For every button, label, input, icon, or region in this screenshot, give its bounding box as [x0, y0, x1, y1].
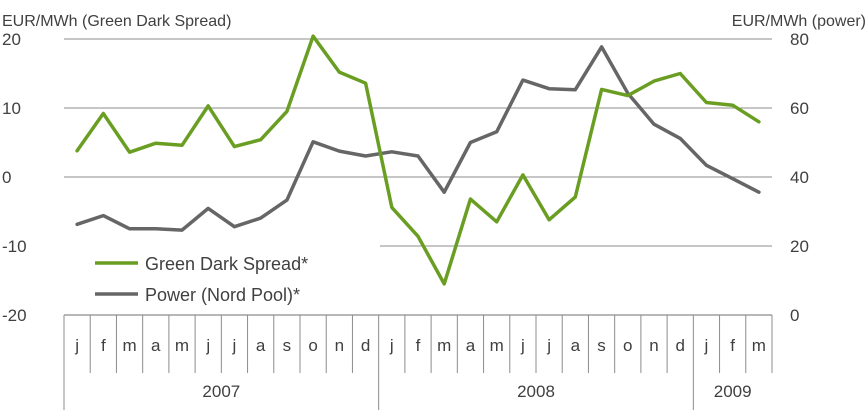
- month-tick-label: n: [335, 336, 344, 355]
- right-tick-label: 0: [790, 306, 799, 325]
- left-tick-label: 20: [2, 30, 21, 49]
- month-tick-label: s: [597, 336, 606, 355]
- right-tick-label: 40: [790, 168, 809, 187]
- right-tick-label: 60: [790, 99, 809, 118]
- month-tick-label: d: [675, 336, 684, 355]
- year-label: 2009: [714, 382, 752, 401]
- right-tick-label: 80: [790, 30, 809, 49]
- month-tick-label: m: [122, 336, 136, 355]
- month-tick-label: m: [490, 336, 504, 355]
- month-tick-label: f: [416, 336, 421, 355]
- month-tick-label: m: [175, 336, 189, 355]
- legend-label-power-nord-pool: Power (Nord Pool)*: [145, 285, 300, 305]
- month-tick-label: j: [704, 336, 709, 355]
- left-tick-label: -20: [2, 306, 27, 325]
- month-tick-label: j: [546, 336, 551, 355]
- series-layer: [75, 34, 761, 286]
- month-tick-label: a: [151, 336, 161, 355]
- right-axis-ticks: 80 60 40 20 0: [790, 30, 809, 325]
- right-axis-title: EUR/MWh (power): [732, 13, 866, 30]
- month-tick-label: d: [361, 336, 370, 355]
- month-tick-label: j: [520, 336, 525, 355]
- left-axis-title: EUR/MWh (Green Dark Spread): [2, 13, 231, 30]
- month-tick-label: f: [101, 336, 106, 355]
- month-tick-label: f: [730, 336, 735, 355]
- left-tick-label: 0: [2, 168, 11, 187]
- month-tick-label: a: [256, 336, 266, 355]
- month-tick-label: a: [571, 336, 581, 355]
- year-label: 2008: [517, 382, 555, 401]
- right-tick-label: 20: [790, 237, 809, 256]
- series-line-power-nord-pool: [75, 45, 761, 232]
- month-tick-label: j: [232, 336, 237, 355]
- year-label: 2007: [202, 382, 240, 401]
- month-tick-label: j: [74, 336, 79, 355]
- left-axis-ticks: 20 10 0 -10 -20: [2, 30, 27, 325]
- legend-label-green-dark-spread: Green Dark Spread*: [145, 254, 308, 274]
- month-tick-label: a: [466, 336, 476, 355]
- left-tick-label: -10: [2, 237, 27, 256]
- gridlines: [64, 38, 772, 316]
- month-tick-label: n: [649, 336, 658, 355]
- left-tick-label: 10: [2, 99, 21, 118]
- month-tick-label: j: [389, 336, 394, 355]
- month-tick-label: o: [308, 336, 317, 355]
- month-tick-label: s: [283, 336, 292, 355]
- month-tick-label: m: [752, 336, 766, 355]
- month-tick-label: m: [437, 336, 451, 355]
- month-tick-label: j: [205, 336, 210, 355]
- series-line-green-dark-spread: [75, 34, 761, 286]
- month-tick-label: o: [623, 336, 632, 355]
- legend: Green Dark Spread* Power (Nord Pool)*: [95, 254, 308, 305]
